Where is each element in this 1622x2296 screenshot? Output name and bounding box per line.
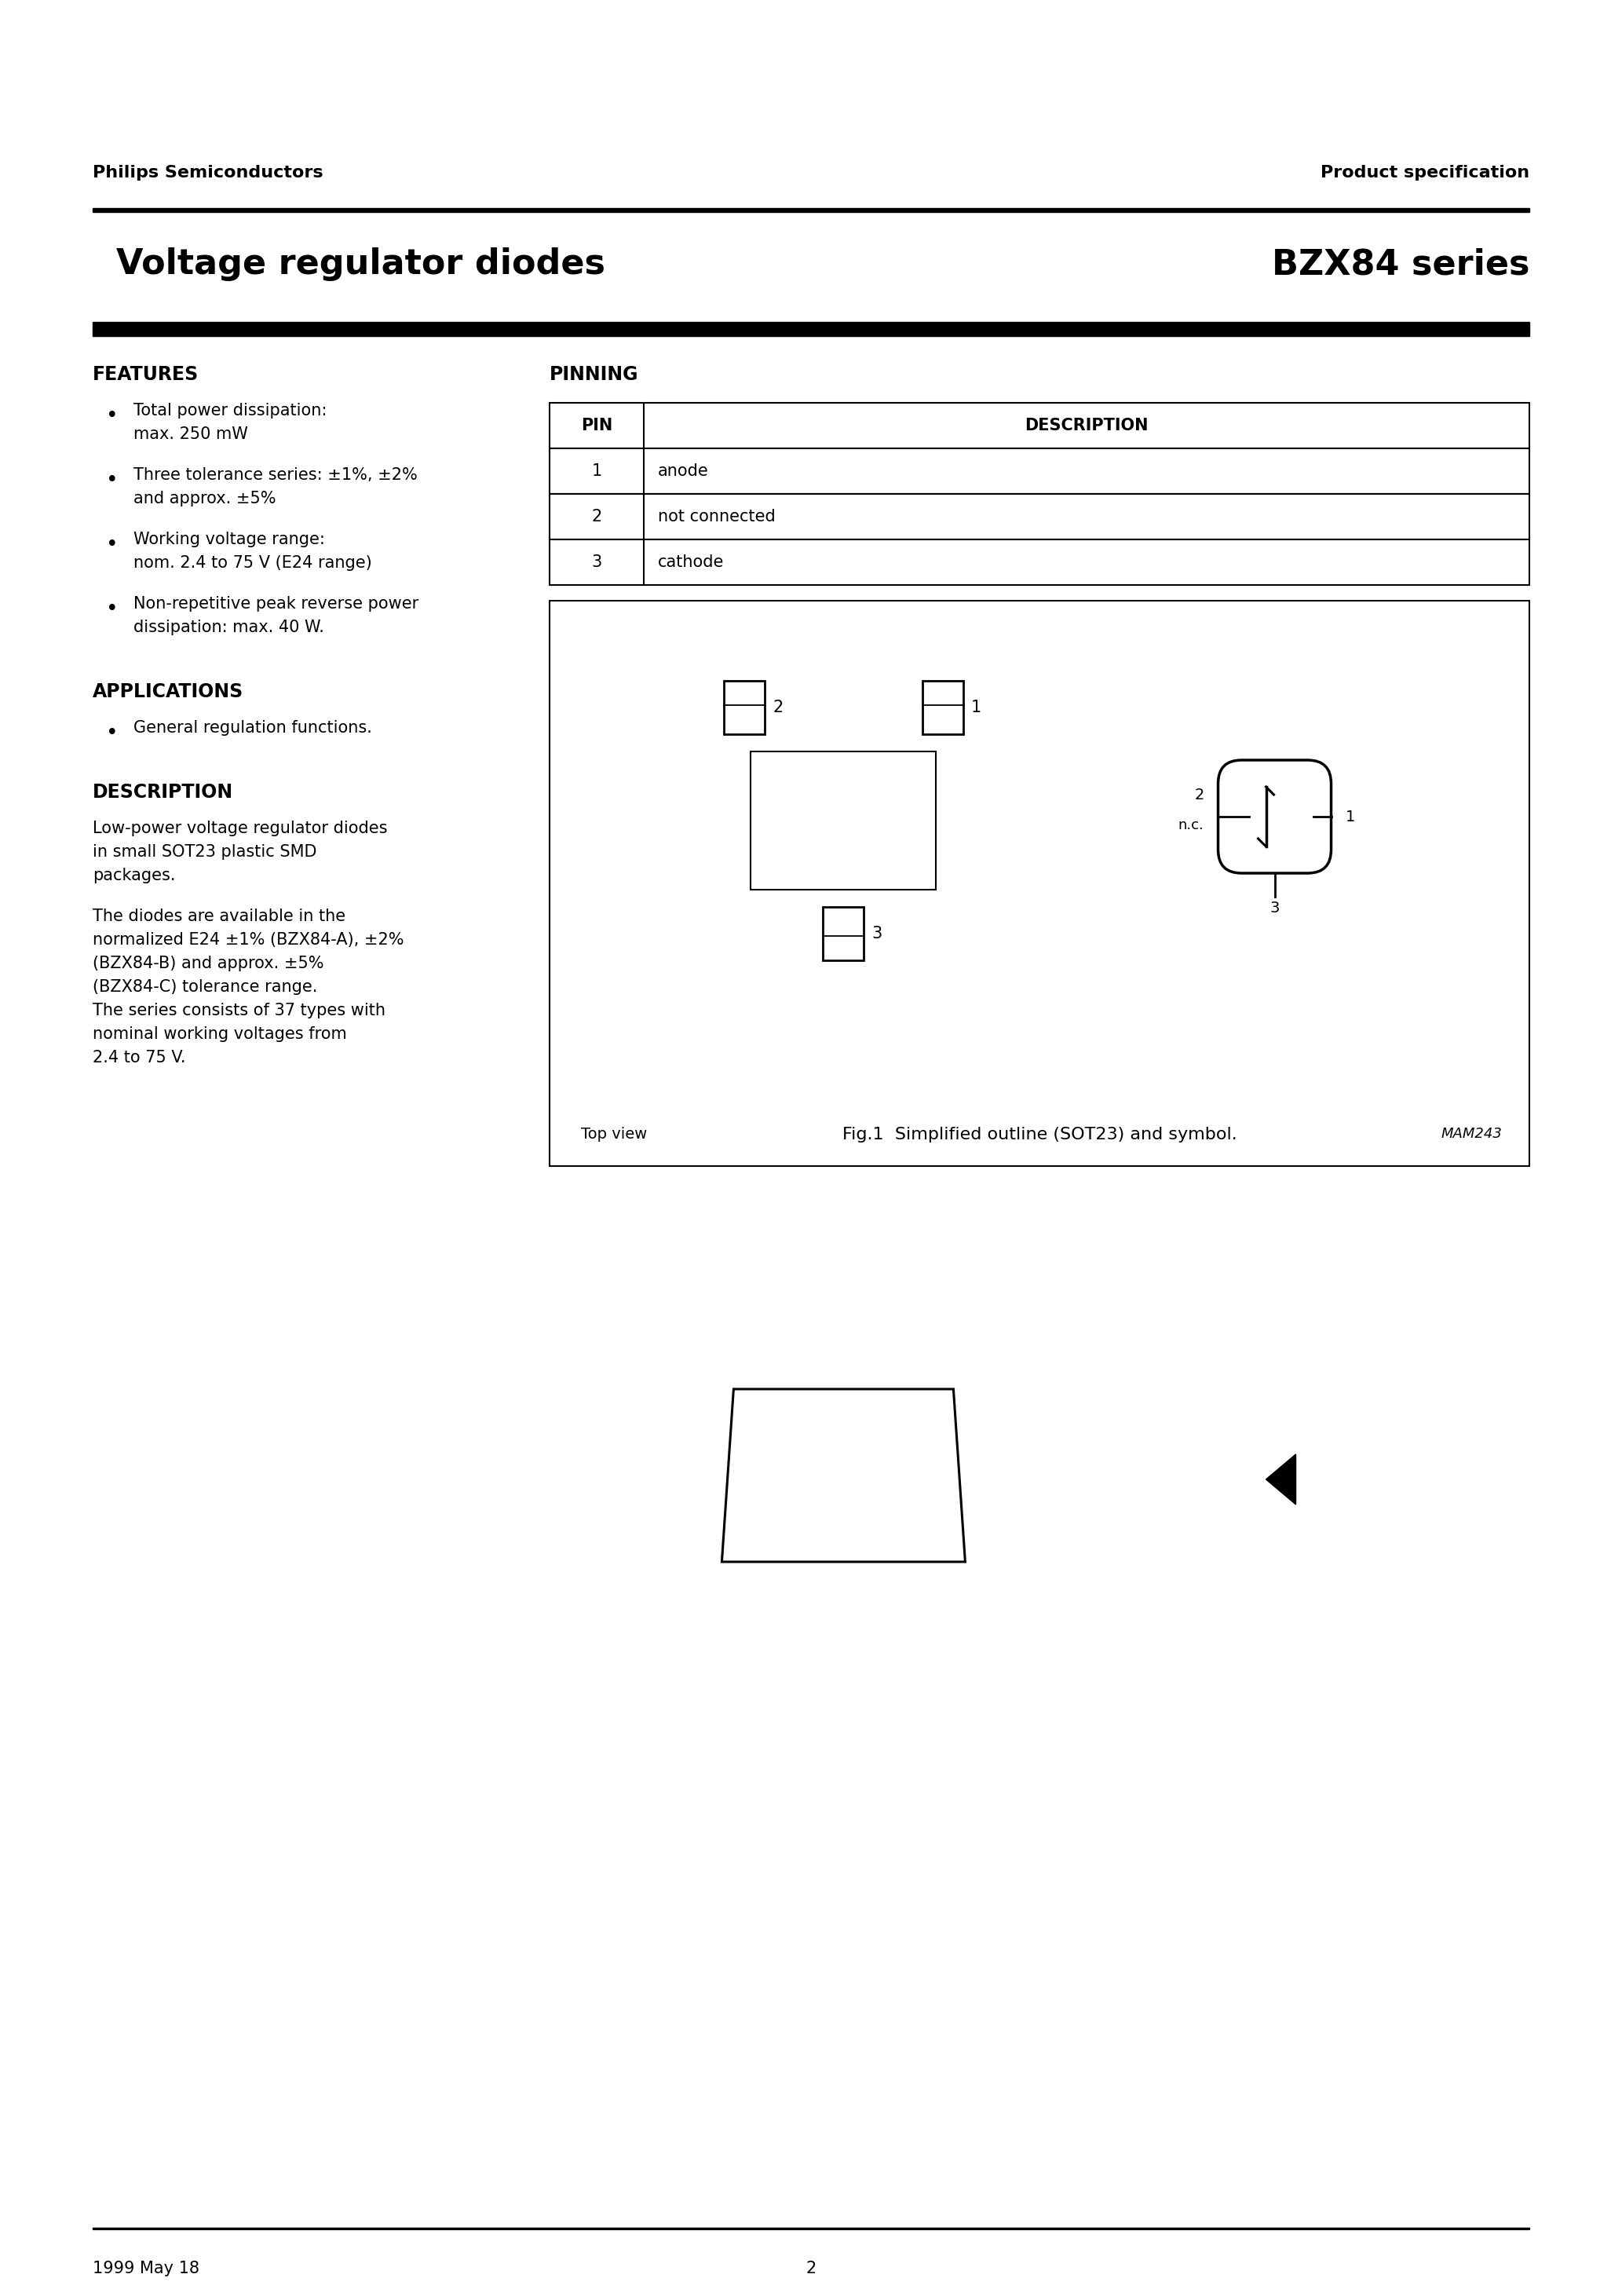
Text: 2.4 to 75 V.: 2.4 to 75 V.	[92, 1049, 185, 1065]
Bar	[822, 907, 865, 960]
Text: 1999 May 18: 1999 May 18	[92, 2262, 200, 2275]
Text: n.c.: n.c.	[1178, 817, 1204, 833]
Text: MAM243: MAM243	[1440, 1127, 1502, 1141]
Text: Non-repetitive peak reverse power: Non-repetitive peak reverse power	[133, 597, 418, 611]
Text: Voltage regulator diodes: Voltage regulator diodes	[117, 248, 605, 280]
Text: PINNING: PINNING	[550, 365, 639, 383]
Text: cathode: cathode	[659, 553, 723, 569]
Bar	[92, 209, 1530, 211]
Text: Total power dissipation:: Total power dissipation:	[133, 402, 328, 418]
Text: 2: 2	[772, 700, 783, 716]
Text: •: •	[105, 599, 118, 620]
Text: Low-power voltage regulator diodes: Low-power voltage regulator diodes	[92, 820, 388, 836]
Text: dissipation: max. 40 W.: dissipation: max. 40 W.	[133, 620, 324, 636]
Bar	[751, 751, 936, 889]
Text: 3: 3	[871, 925, 882, 941]
Text: and approx. ±5%: and approx. ±5%	[133, 491, 276, 507]
Text: Three tolerance series: ±1%, ±2%: Three tolerance series: ±1%, ±2%	[133, 466, 417, 482]
Text: The diodes are available in the: The diodes are available in the	[92, 909, 345, 925]
Text: (BZX84-C) tolerance range.: (BZX84-C) tolerance range.	[92, 978, 318, 994]
Bar	[92, 321, 1530, 335]
Text: 1: 1	[592, 464, 602, 480]
Bar	[550, 540, 1530, 585]
Text: DESCRIPTION: DESCRIPTION	[92, 783, 234, 801]
Bar	[550, 402, 1530, 448]
Bar	[550, 494, 1530, 540]
Text: •: •	[105, 471, 118, 491]
Text: DESCRIPTION: DESCRIPTION	[1025, 418, 1148, 434]
Text: packages.: packages.	[92, 868, 175, 884]
Text: •: •	[105, 406, 118, 427]
Text: PIN: PIN	[581, 418, 613, 434]
Text: Product specification: Product specification	[1320, 165, 1530, 181]
Text: max. 250 mW: max. 250 mW	[133, 427, 248, 443]
Text: •: •	[105, 535, 118, 556]
Text: 3: 3	[592, 553, 602, 569]
Text: General regulation functions.: General regulation functions.	[133, 721, 371, 735]
Polygon shape	[722, 1389, 965, 1561]
Text: •: •	[105, 723, 118, 744]
Text: in small SOT23 plastic SMD: in small SOT23 plastic SMD	[92, 845, 316, 859]
Bar	[550, 448, 1530, 494]
Bar	[723, 682, 764, 735]
Text: anode: anode	[659, 464, 709, 480]
Text: 2: 2	[592, 510, 602, 523]
Text: 1: 1	[972, 700, 981, 716]
Text: Top view: Top view	[581, 1127, 647, 1141]
Text: 1: 1	[1345, 808, 1354, 824]
Text: The series consists of 37 types with: The series consists of 37 types with	[92, 1003, 386, 1019]
Text: normalized E24 ±1% (BZX84-A), ±2%: normalized E24 ±1% (BZX84-A), ±2%	[92, 932, 404, 948]
Text: Philips Semiconductors: Philips Semiconductors	[92, 165, 323, 181]
Text: nominal working voltages from: nominal working voltages from	[92, 1026, 347, 1042]
Text: (BZX84-B) and approx. ±5%: (BZX84-B) and approx. ±5%	[92, 955, 324, 971]
Text: Fig.1  Simplified outline (SOT23) and symbol.: Fig.1 Simplified outline (SOT23) and sym…	[842, 1127, 1238, 1143]
Bar	[550, 602, 1530, 1166]
FancyBboxPatch shape	[1218, 760, 1332, 872]
Text: APPLICATIONS: APPLICATIONS	[92, 682, 243, 700]
Text: 2: 2	[806, 2262, 816, 2275]
Text: not connected: not connected	[659, 510, 775, 523]
Text: BZX84 series: BZX84 series	[1272, 248, 1530, 280]
Text: Working voltage range:: Working voltage range:	[133, 533, 324, 546]
Polygon shape	[1267, 1453, 1296, 1504]
Bar	[923, 682, 963, 735]
Text: nom. 2.4 to 75 V (E24 range): nom. 2.4 to 75 V (E24 range)	[133, 556, 371, 572]
Text: 2: 2	[1194, 788, 1204, 804]
Text: FEATURES: FEATURES	[92, 365, 200, 383]
Text: 3: 3	[1270, 900, 1280, 916]
